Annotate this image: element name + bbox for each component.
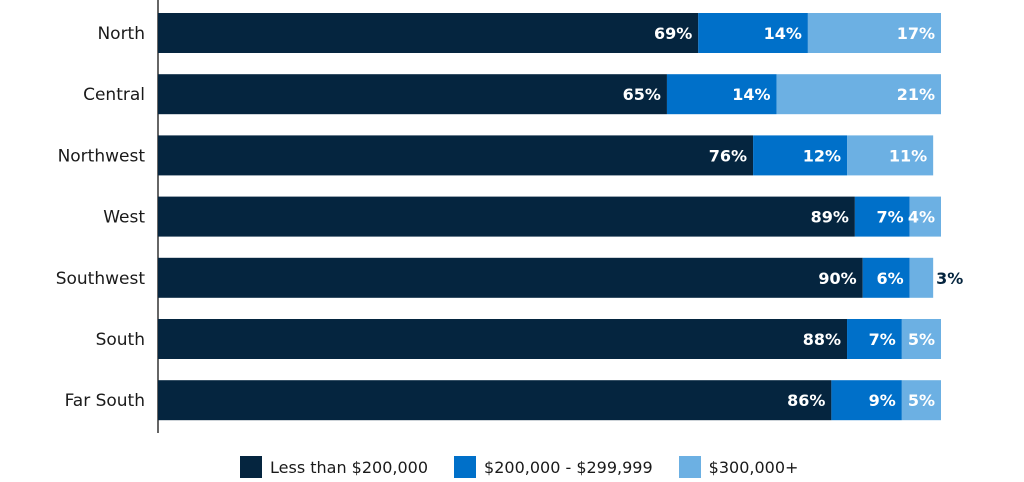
data-label-north-s1: 14% <box>764 24 802 43</box>
bar-segment-central-s0 <box>158 74 667 115</box>
bar-segment-far-south-s2 <box>901 380 941 421</box>
legend-item-300k-plus: $300,000+ <box>678 456 799 478</box>
legend-item-less-than-200k: Less than $200,000 <box>240 456 428 478</box>
bar-segment-south-s2 <box>901 319 941 359</box>
data-label-south-s1: 7% <box>869 330 896 349</box>
category-label-central: Central <box>83 85 145 105</box>
bar-segment-west-s1 <box>854 196 910 237</box>
legend-swatch-300k-plus <box>678 456 701 478</box>
legend-swatch-less-than-200k <box>240 456 262 478</box>
category-label-south: South <box>96 330 145 350</box>
bar-segment-central-s2 <box>776 74 941 115</box>
data-label-north-s2: 17% <box>897 24 935 43</box>
data-label-southwest-s2: 3% <box>936 269 963 288</box>
bar-segment-southwest-s0 <box>158 257 863 298</box>
category-label-southwest: Southwest <box>56 269 146 289</box>
data-label-northwest-s1: 12% <box>803 146 841 165</box>
data-label-northwest-s2: 11% <box>889 146 927 165</box>
category-label-northwest: Northwest <box>58 146 146 166</box>
data-label-west-s0: 89% <box>811 208 849 227</box>
chart-legend: Less than $200,000 $200,000 - $299,999 $… <box>0 452 1024 482</box>
bar-segment-far-south-s1 <box>831 380 902 421</box>
bar-segment-southwest-s1 <box>862 257 910 298</box>
bar-segment-west-s0 <box>158 196 855 237</box>
data-label-west-s2: 4% <box>908 208 935 227</box>
bar-segment-northwest-s0 <box>158 135 754 176</box>
category-label-west: West <box>103 208 145 228</box>
legend-label-300k-plus: $300,000+ <box>708 457 799 477</box>
data-label-southwest-s0: 90% <box>818 269 856 288</box>
bar-segment-northwest-s2 <box>847 135 934 176</box>
legend-label-200k-299k: $200,000 - $299,999 <box>484 457 653 477</box>
bar-segment-southwest-s2 <box>909 257 934 298</box>
data-label-far-south-s1: 9% <box>869 391 896 410</box>
bar-segment-south-s0 <box>158 319 848 359</box>
data-label-far-south-s0: 86% <box>787 391 825 410</box>
legend-label-less-than-200k: Less than $200,000 <box>270 457 429 477</box>
data-label-west-s1: 7% <box>877 208 904 227</box>
legend-item-200k-299k: $200,000 - $299,999 <box>454 456 653 478</box>
bar-segment-south-s1 <box>847 319 902 359</box>
data-label-south-s0: 88% <box>803 330 841 349</box>
category-label-north: North <box>97 24 145 44</box>
data-label-central-s0: 65% <box>623 85 661 104</box>
data-label-south-s2: 5% <box>908 330 935 349</box>
bar-segment-north-s2 <box>807 13 941 53</box>
legend-swatch-200k-299k <box>454 456 477 478</box>
bar-segment-north-s0 <box>158 13 699 53</box>
category-label-far-south: Far South <box>65 391 145 411</box>
data-label-northwest-s0: 76% <box>709 146 747 165</box>
bar-segment-central-s1 <box>666 74 777 115</box>
data-label-far-south-s2: 5% <box>908 391 935 410</box>
stacked-bar-chart: North 69% 14% 17% Central 65% 14% 21% Northwest 7… <box>56 0 963 433</box>
data-label-north-s0: 69% <box>654 24 692 43</box>
data-label-southwest-s1: 6% <box>877 269 904 288</box>
bar-segment-north-s1 <box>698 13 808 53</box>
data-label-central-s2: 21% <box>897 85 935 104</box>
bar-segment-northwest-s1 <box>753 135 848 176</box>
bar-segment-far-south-s0 <box>158 380 832 421</box>
data-label-central-s1: 14% <box>732 85 770 104</box>
bar-segment-west-s2 <box>909 196 941 237</box>
